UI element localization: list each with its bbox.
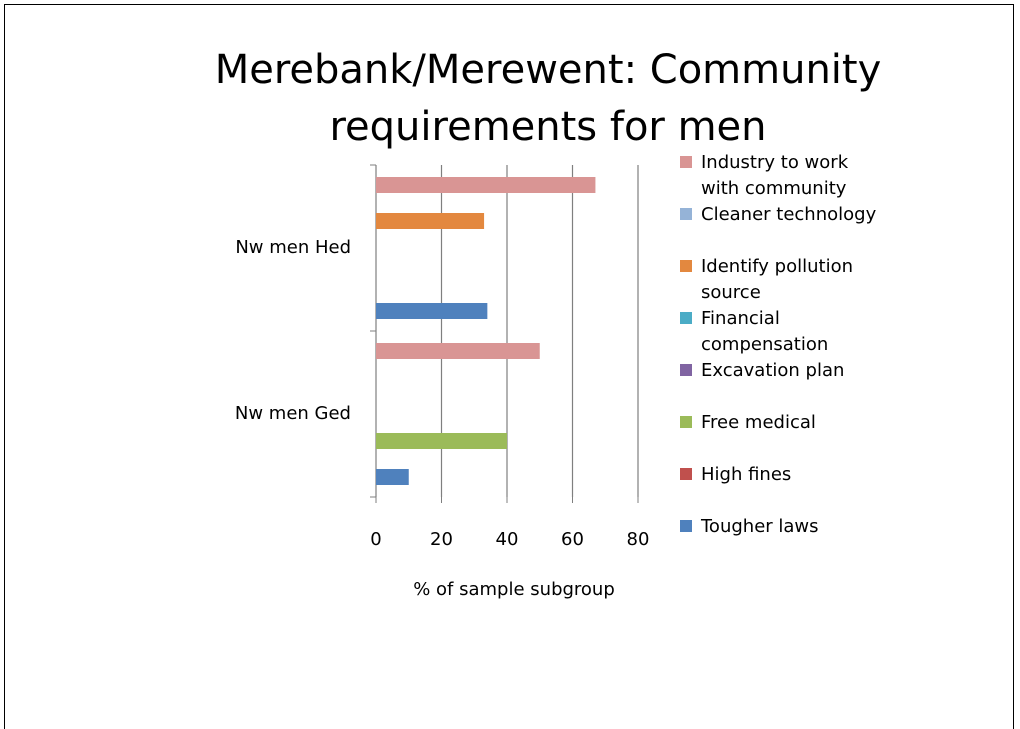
legend-entry: Financial compensation bbox=[680, 306, 880, 358]
bar bbox=[376, 433, 507, 449]
bar bbox=[376, 469, 409, 485]
legend-label: High fines bbox=[701, 464, 792, 485]
legend-swatch bbox=[680, 468, 692, 480]
bar bbox=[376, 177, 596, 193]
legend-entry: Free medical bbox=[680, 410, 880, 436]
x-tick-label: 80 bbox=[627, 529, 650, 550]
chart-title: Merebank/Merewent: Community requirement… bbox=[214, 47, 882, 150]
legend-label: Financial compensation bbox=[701, 308, 829, 355]
legend-entry: High fines bbox=[680, 462, 880, 488]
legend-entry: Identify pollution source bbox=[680, 254, 880, 306]
legend-entry: Industry to work with community bbox=[680, 150, 880, 202]
legend-entry: Cleaner technology bbox=[680, 202, 880, 228]
legend-label: Excavation plan bbox=[701, 360, 845, 381]
legend-swatch bbox=[680, 364, 692, 376]
legend-swatch bbox=[680, 260, 692, 272]
legend-entry: Excavation plan bbox=[680, 358, 880, 384]
bar bbox=[376, 303, 488, 319]
legend-label: Free medical bbox=[701, 412, 816, 433]
legend-swatch bbox=[680, 208, 692, 220]
legend-label: Industry to work with community bbox=[701, 152, 849, 199]
legend-label: Identify pollution source bbox=[701, 256, 853, 303]
x-tick-label: 20 bbox=[430, 529, 453, 550]
x-tick-label: 0 bbox=[370, 529, 381, 550]
bar bbox=[376, 213, 485, 229]
legend-label: Cleaner technology bbox=[701, 204, 877, 225]
legend-swatch bbox=[680, 520, 692, 532]
y-tick-label: Nw men Hed bbox=[235, 237, 351, 258]
x-tick-label: 60 bbox=[561, 529, 584, 550]
legend-swatch bbox=[680, 156, 692, 168]
frame bbox=[4, 4, 1014, 729]
bar bbox=[376, 343, 540, 359]
y-tick-label: Nw men Ged bbox=[235, 403, 351, 424]
legend-swatch bbox=[680, 416, 692, 428]
legend-swatch bbox=[680, 312, 692, 324]
legend-entry: Tougher laws bbox=[680, 514, 880, 540]
legend-label: Tougher laws bbox=[701, 516, 819, 537]
x-tick-label: 40 bbox=[496, 529, 519, 550]
x-axis-title: % of sample subgroup bbox=[413, 579, 615, 600]
